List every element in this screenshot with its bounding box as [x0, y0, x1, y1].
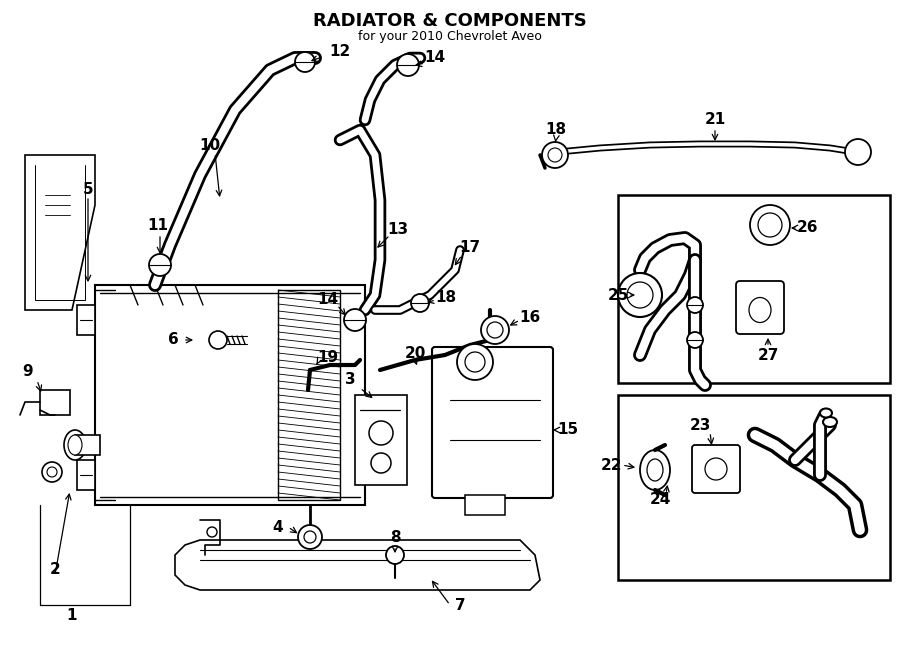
Bar — [77, 460, 95, 490]
Text: 10: 10 — [200, 137, 220, 153]
Ellipse shape — [823, 417, 837, 427]
Text: 23: 23 — [689, 418, 711, 432]
Circle shape — [302, 527, 318, 543]
Bar — [95, 285, 365, 505]
Text: 26: 26 — [797, 221, 819, 235]
Circle shape — [457, 344, 493, 380]
Circle shape — [481, 316, 509, 344]
Bar — [75, 435, 100, 455]
Bar — [618, 395, 890, 580]
Text: 14: 14 — [425, 50, 446, 65]
Circle shape — [618, 273, 662, 317]
Bar — [355, 395, 407, 485]
Circle shape — [369, 421, 393, 445]
Ellipse shape — [705, 458, 727, 480]
Circle shape — [386, 546, 404, 564]
Circle shape — [344, 309, 366, 331]
Circle shape — [758, 213, 782, 237]
Text: 18: 18 — [545, 122, 567, 137]
Text: 8: 8 — [390, 531, 400, 545]
Text: 12: 12 — [329, 44, 351, 59]
FancyBboxPatch shape — [432, 347, 553, 498]
Text: 20: 20 — [404, 346, 426, 360]
Text: 21: 21 — [705, 112, 725, 128]
Circle shape — [298, 525, 322, 549]
Ellipse shape — [640, 450, 670, 490]
Ellipse shape — [68, 435, 82, 455]
Text: 2: 2 — [50, 563, 60, 578]
FancyBboxPatch shape — [692, 445, 740, 493]
FancyBboxPatch shape — [736, 281, 784, 334]
Circle shape — [542, 142, 568, 168]
Text: 9: 9 — [22, 364, 33, 379]
Polygon shape — [25, 155, 95, 310]
Circle shape — [47, 467, 57, 477]
Text: 15: 15 — [557, 422, 579, 438]
Text: 16: 16 — [519, 311, 541, 325]
Circle shape — [465, 352, 485, 372]
Circle shape — [627, 282, 653, 308]
Text: 22: 22 — [601, 457, 623, 473]
Circle shape — [750, 205, 790, 245]
Text: 17: 17 — [459, 241, 481, 256]
Text: RADIATOR & COMPONENTS: RADIATOR & COMPONENTS — [313, 12, 587, 30]
Circle shape — [411, 294, 429, 312]
Polygon shape — [175, 540, 540, 590]
Circle shape — [687, 297, 703, 313]
Text: 3: 3 — [345, 373, 356, 387]
Text: 18: 18 — [436, 290, 456, 305]
Circle shape — [207, 527, 217, 537]
Text: 24: 24 — [649, 492, 670, 508]
Text: 14: 14 — [318, 293, 338, 307]
Circle shape — [149, 254, 171, 276]
Text: 19: 19 — [318, 350, 338, 366]
Circle shape — [397, 54, 419, 76]
Ellipse shape — [647, 459, 663, 481]
Text: 5: 5 — [83, 182, 94, 198]
Text: 1: 1 — [67, 607, 77, 623]
Text: 27: 27 — [757, 348, 778, 362]
Ellipse shape — [820, 408, 832, 418]
Circle shape — [209, 331, 227, 349]
Circle shape — [295, 52, 315, 72]
Circle shape — [548, 148, 562, 162]
Text: 7: 7 — [454, 598, 465, 613]
Circle shape — [42, 462, 62, 482]
Ellipse shape — [64, 430, 86, 460]
Bar — [278, 290, 340, 500]
Text: 4: 4 — [273, 520, 284, 535]
Circle shape — [845, 139, 871, 165]
Ellipse shape — [749, 297, 771, 323]
Circle shape — [687, 332, 703, 348]
Text: 11: 11 — [148, 217, 168, 233]
Text: 25: 25 — [608, 288, 629, 303]
Circle shape — [371, 453, 391, 473]
Bar — [618, 195, 890, 383]
Bar — [40, 390, 70, 415]
Text: for your 2010 Chevrolet Aveo: for your 2010 Chevrolet Aveo — [358, 30, 542, 43]
Circle shape — [487, 322, 503, 338]
Text: 6: 6 — [167, 332, 178, 348]
Bar — [77, 305, 95, 335]
Bar — [465, 495, 505, 515]
Circle shape — [304, 531, 316, 543]
Text: 13: 13 — [387, 223, 409, 237]
